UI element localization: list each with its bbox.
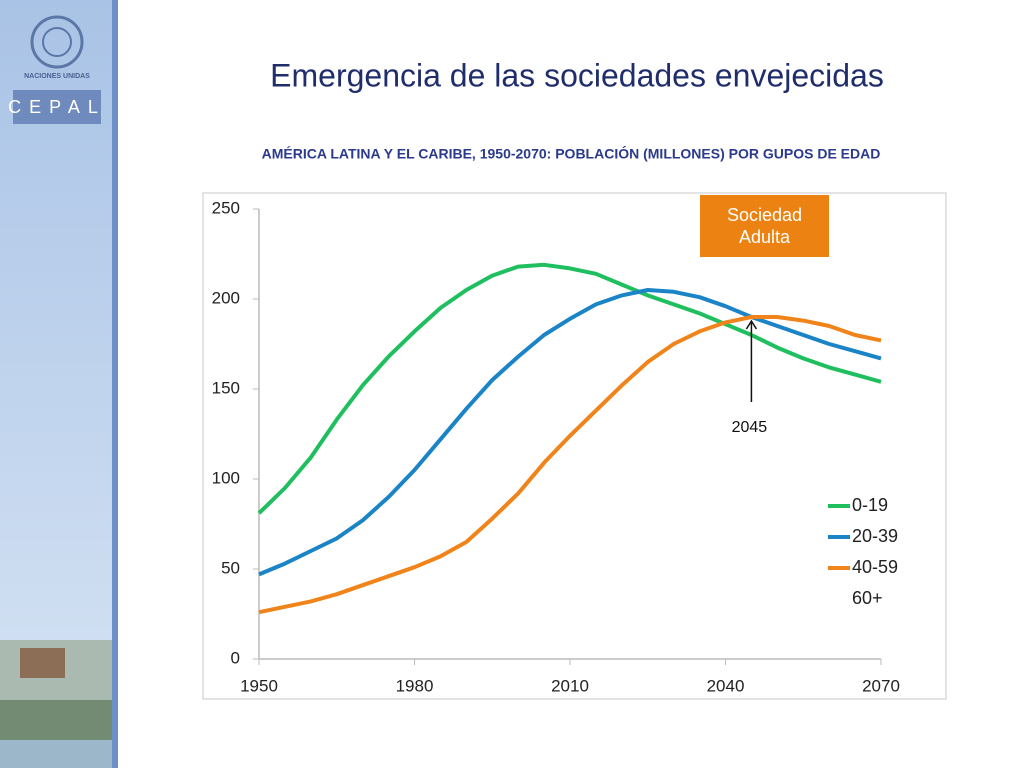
y-tick-label: 100 [212, 468, 240, 487]
legend-label: 60+ [852, 588, 883, 608]
series-line [258, 288, 882, 577]
annotation-label: 2045 [732, 419, 768, 436]
y-tick-label: 150 [212, 378, 240, 397]
chart-subtitle: AMÉRICA LATINA Y EL CARIBE, 1950-2070: P… [262, 145, 881, 162]
slide-title: Emergencia de las sociedades envejecidas [270, 57, 884, 93]
un-emblem-globe [42, 27, 72, 57]
logo-box [13, 90, 101, 124]
x-tick-label: 2070 [862, 676, 900, 695]
y-tick-label: 0 [231, 648, 240, 667]
plot-frame [202, 192, 947, 700]
logo-org: NACIONES UNIDAS [24, 73, 90, 80]
legend-label: 20-39 [852, 526, 898, 546]
legend-label: 40-59 [852, 557, 898, 577]
photo-trees [0, 700, 112, 740]
x-tick-label: 1980 [396, 676, 434, 695]
x-tick-label: 2040 [707, 676, 745, 695]
x-tick-label: 2010 [551, 676, 589, 695]
logo-acronym: CEPAL [8, 97, 106, 117]
annotation-arrowhead [745, 319, 758, 330]
annotation-box: Sociedad Adulta [700, 195, 829, 257]
series-line [258, 315, 882, 615]
sidebar-edge [112, 0, 118, 768]
photo-building [20, 648, 65, 678]
series-line [257, 262, 882, 515]
y-tick-label: 200 [212, 288, 240, 307]
un-emblem [30, 15, 84, 69]
y-tick-label: 250 [212, 198, 240, 217]
legend-label: 0-19 [852, 495, 888, 515]
photo-water [0, 740, 112, 768]
x-tick-label: 1950 [240, 676, 278, 695]
y-tick-label: 50 [221, 558, 240, 577]
